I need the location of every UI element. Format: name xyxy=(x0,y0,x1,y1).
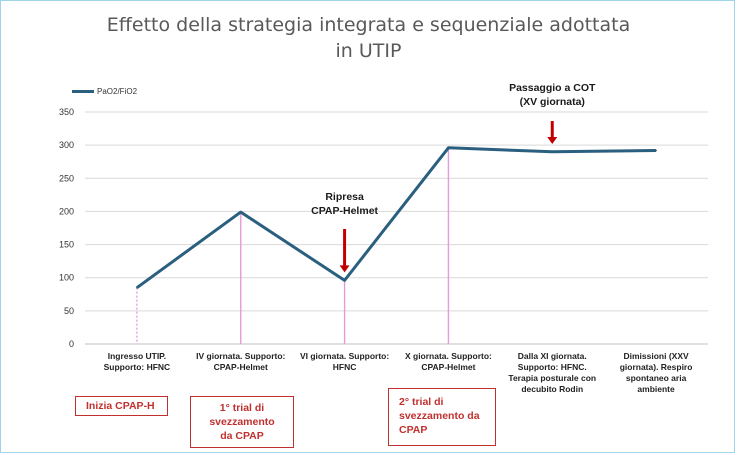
annotation-box-inizia: Inizia CPAP-H xyxy=(75,396,168,416)
annotation-label: Passaggio a COT xyxy=(509,82,596,94)
box-line: svezzamento xyxy=(209,416,275,428)
x-tick-label: CPAP-Helmet xyxy=(421,362,475,372)
arrow-head xyxy=(547,137,558,144)
legend: PaO2/FiO2 xyxy=(72,87,137,96)
y-tick-label: 250 xyxy=(59,173,74,183)
x-tick-label: HFNC xyxy=(333,362,357,372)
data-point xyxy=(551,150,554,153)
x-tick-label: VI giornata. Supporto: xyxy=(300,351,389,361)
x-tick-label: CPAP-Helmet xyxy=(214,362,268,372)
box-line: svezzamento da xyxy=(399,410,480,422)
annotation-label: CPAP-Helmet xyxy=(311,205,378,217)
annotation-box-trial-1: 1° trial di svezzamento da CPAP xyxy=(190,396,294,448)
legend-swatch xyxy=(72,90,94,93)
x-tick-label: spontaneo aria xyxy=(626,373,687,383)
chart-title-line-1: Effetto della strategia integrata e sequ… xyxy=(106,14,631,36)
box-line: da CPAP xyxy=(220,430,264,442)
x-tick-label: Terapia posturale con xyxy=(508,373,596,383)
x-tick-label: IV giornata. Supporto: xyxy=(196,351,285,361)
box-line: CPAP xyxy=(399,424,428,436)
data-point xyxy=(239,211,242,213)
x-tick-label: Ingresso UTIP. xyxy=(108,351,166,361)
x-tick-label: giornata). Respiro xyxy=(620,362,693,372)
data-point xyxy=(655,149,657,152)
y-tick-label: 200 xyxy=(59,206,74,216)
y-tick-label: 100 xyxy=(59,273,74,283)
data-point xyxy=(136,286,138,289)
data-point xyxy=(343,279,346,282)
x-tick-label: Supporto: HFNC xyxy=(104,362,171,372)
data-point xyxy=(447,146,450,149)
x-tick-label: Supporto: HFNC. xyxy=(518,362,587,372)
y-tick-label: 150 xyxy=(59,240,74,250)
arrow-head xyxy=(339,265,350,273)
box-line: 2° trial di xyxy=(399,396,444,408)
y-tick-label: 50 xyxy=(64,306,74,316)
y-tick-label: 300 xyxy=(59,140,74,150)
x-tick-label: Dalla XI giornata. xyxy=(518,351,587,361)
y-tick-label: 0 xyxy=(69,339,74,349)
y-tick-label: 350 xyxy=(59,107,74,117)
chart-title: Effetto della strategia integrata e sequ… xyxy=(0,12,737,64)
box-line: 1° trial di xyxy=(219,402,265,414)
x-tick-label: decubito Rodin xyxy=(521,384,583,394)
legend-label: PaO2/FiO2 xyxy=(97,87,138,96)
x-tick-label: Dimissioni (XXV xyxy=(623,351,689,361)
series-line xyxy=(136,146,657,289)
x-tick-label: X giornata. Supporto: xyxy=(405,351,492,361)
x-tick-label: ambiente xyxy=(637,384,675,394)
chart-title-line-2: in UTIP xyxy=(335,40,402,62)
annotation-label: (XV giornata) xyxy=(520,96,585,108)
annotation-box-trial-2: 2° trial di svezzamento da CPAP xyxy=(388,388,496,446)
box-line: Inizia CPAP-H xyxy=(86,400,155,412)
annotation-label: Ripresa xyxy=(325,191,364,203)
